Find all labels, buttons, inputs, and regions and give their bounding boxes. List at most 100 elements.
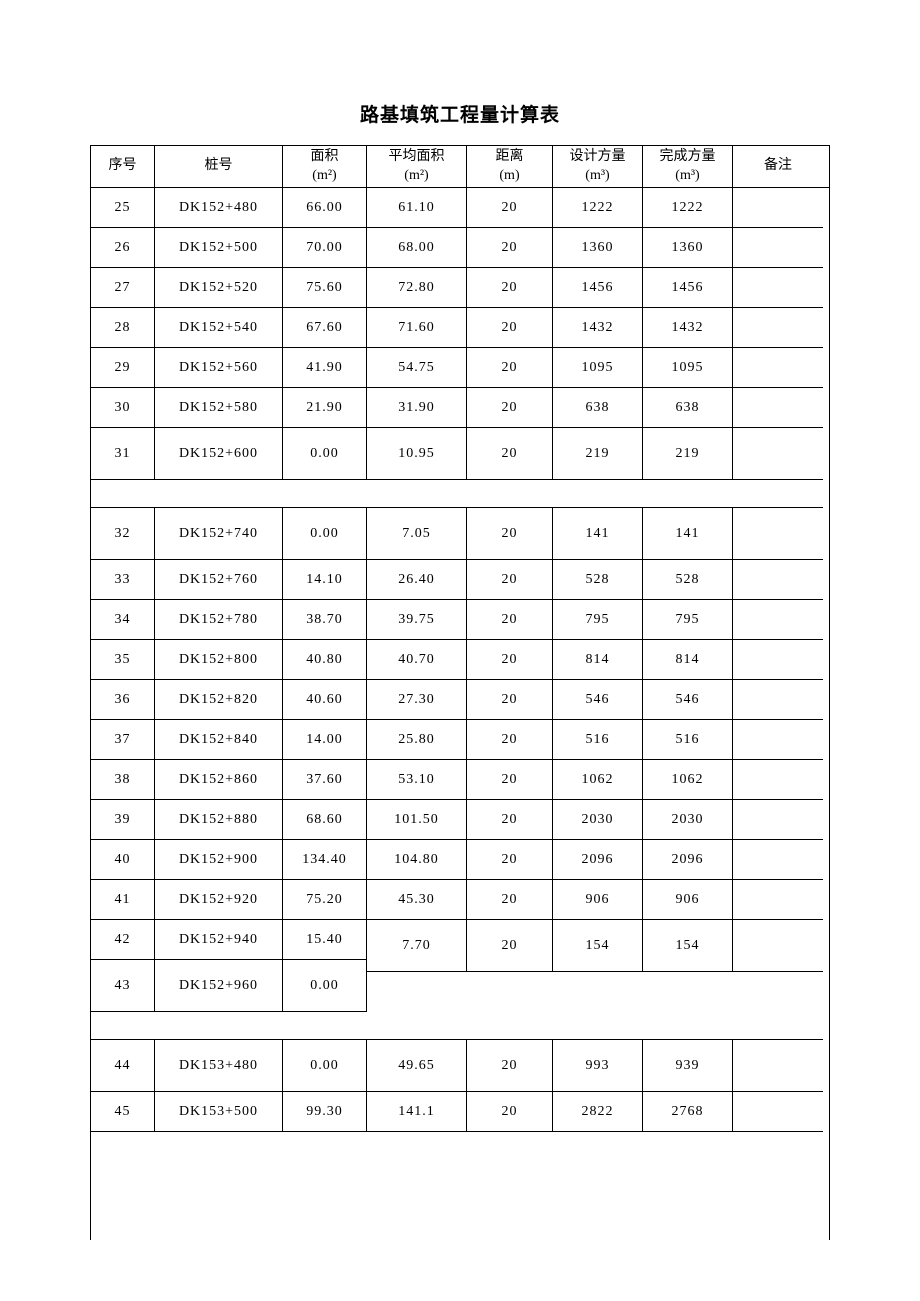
cell-dist: 20 [467,1092,553,1132]
cell-avg: 25.80 [367,720,467,760]
cell-area: 75.60 [283,268,367,308]
cell-design: 2822 [553,1092,643,1132]
cell-index: 43 [91,960,155,1012]
cell-done: 1222 [643,188,733,228]
cell-avg: 72.80 [367,268,467,308]
calculation-table: 序号桩号面积(m²)平均面积(m²)距离(m)设计方量(m³)完成方量(m³)备… [90,145,830,1240]
table-row: 40.7020814814 [367,640,823,680]
cell-dist: 20 [467,268,553,308]
cell-done: 2768 [643,1092,733,1132]
cell-stake: DK152+840 [155,720,283,760]
table-row: 25.8020516516 [367,720,823,760]
cell-stake: DK152+920 [155,880,283,920]
cell-area: 40.60 [283,680,367,720]
cell-index: 38 [91,760,155,800]
cell-dist: 20 [467,560,553,600]
table-row: 36DK152+82040.60 [91,680,367,720]
cell-dist: 20 [467,640,553,680]
cell-dist: 20 [467,308,553,348]
cell-area: 0.00 [283,1040,367,1092]
cell-remark [733,188,823,228]
cell-done: 516 [643,720,733,760]
table-row: 40DK152+900134.40 [91,840,367,880]
cell-remark [733,840,823,880]
cell-stake: DK152+480 [155,188,283,228]
table-row: 10.9520219219 [367,428,823,480]
table-row: 7.7020154154 [367,920,823,972]
cell-done: 1432 [643,308,733,348]
table-row: 39.7520795795 [367,600,823,640]
cell-stake: DK152+580 [155,388,283,428]
cell-area: 0.00 [283,960,367,1012]
cell-stake: DK152+880 [155,800,283,840]
cell-area: 0.00 [283,428,367,480]
cell-index: 41 [91,880,155,920]
cell-done: 141 [643,508,733,560]
cell-remark [733,680,823,720]
cell-index: 40 [91,840,155,880]
cell-dist: 20 [467,920,553,972]
table-row: 28DK152+54067.60 [91,308,367,348]
table-row: 34DK152+78038.70 [91,600,367,640]
cell-index: 25 [91,188,155,228]
cell-stake: DK153+500 [155,1092,283,1132]
cell-stake: DK152+760 [155,560,283,600]
cell-done: 939 [643,1040,733,1092]
table-row: 33DK152+76014.10 [91,560,367,600]
cell-stake: DK152+520 [155,268,283,308]
cell-avg: 27.30 [367,680,467,720]
cell-area: 0.00 [283,508,367,560]
cell-remark [733,1092,823,1132]
cell-avg: 61.10 [367,188,467,228]
cell-stake: DK152+820 [155,680,283,720]
cell-remark [733,600,823,640]
cell-dist: 20 [467,1040,553,1092]
cell-design: 1360 [553,228,643,268]
table-row: 54.752010951095 [367,348,823,388]
cell-avg: 141.1 [367,1092,467,1132]
cell-done: 1095 [643,348,733,388]
cell-index: 29 [91,348,155,388]
cell-remark [733,760,823,800]
cell-remark [733,348,823,388]
cell-design: 516 [553,720,643,760]
cell-done: 2030 [643,800,733,840]
cell-design: 1062 [553,760,643,800]
table-row: 27.3020546546 [367,680,823,720]
table-row: 101.502020302030 [367,800,823,840]
cell-done: 1456 [643,268,733,308]
cell-avg: 7.05 [367,508,467,560]
cell-area: 40.80 [283,640,367,680]
table-row: 41DK152+92075.20 [91,880,367,920]
column-header: 距离(m) [467,146,553,187]
column-header: 设计方量(m³) [553,146,643,187]
cell-design: 906 [553,880,643,920]
table-row: 53.102010621062 [367,760,823,800]
cell-dist: 20 [467,800,553,840]
cell-avg: 40.70 [367,640,467,680]
table-row: 43DK152+9600.00 [91,960,367,1012]
cell-remark [733,920,823,972]
table-row: 27DK152+52075.60 [91,268,367,308]
cell-design: 154 [553,920,643,972]
cell-avg: 54.75 [367,348,467,388]
cell-design: 638 [553,388,643,428]
cell-index: 37 [91,720,155,760]
table-row: 45DK153+50099.30 [91,1092,367,1132]
cell-done: 546 [643,680,733,720]
cell-design: 528 [553,560,643,600]
cell-index: 33 [91,560,155,600]
cell-remark [733,640,823,680]
cell-remark [733,1040,823,1092]
cell-area: 75.20 [283,880,367,920]
cell-design: 2030 [553,800,643,840]
cell-dist: 20 [467,880,553,920]
cell-avg: 31.90 [367,388,467,428]
cell-area: 68.60 [283,800,367,840]
column-header: 序号 [91,146,155,187]
cell-area: 134.40 [283,840,367,880]
cell-index: 32 [91,508,155,560]
cell-remark [733,508,823,560]
cell-avg: 71.60 [367,308,467,348]
cell-index: 36 [91,680,155,720]
